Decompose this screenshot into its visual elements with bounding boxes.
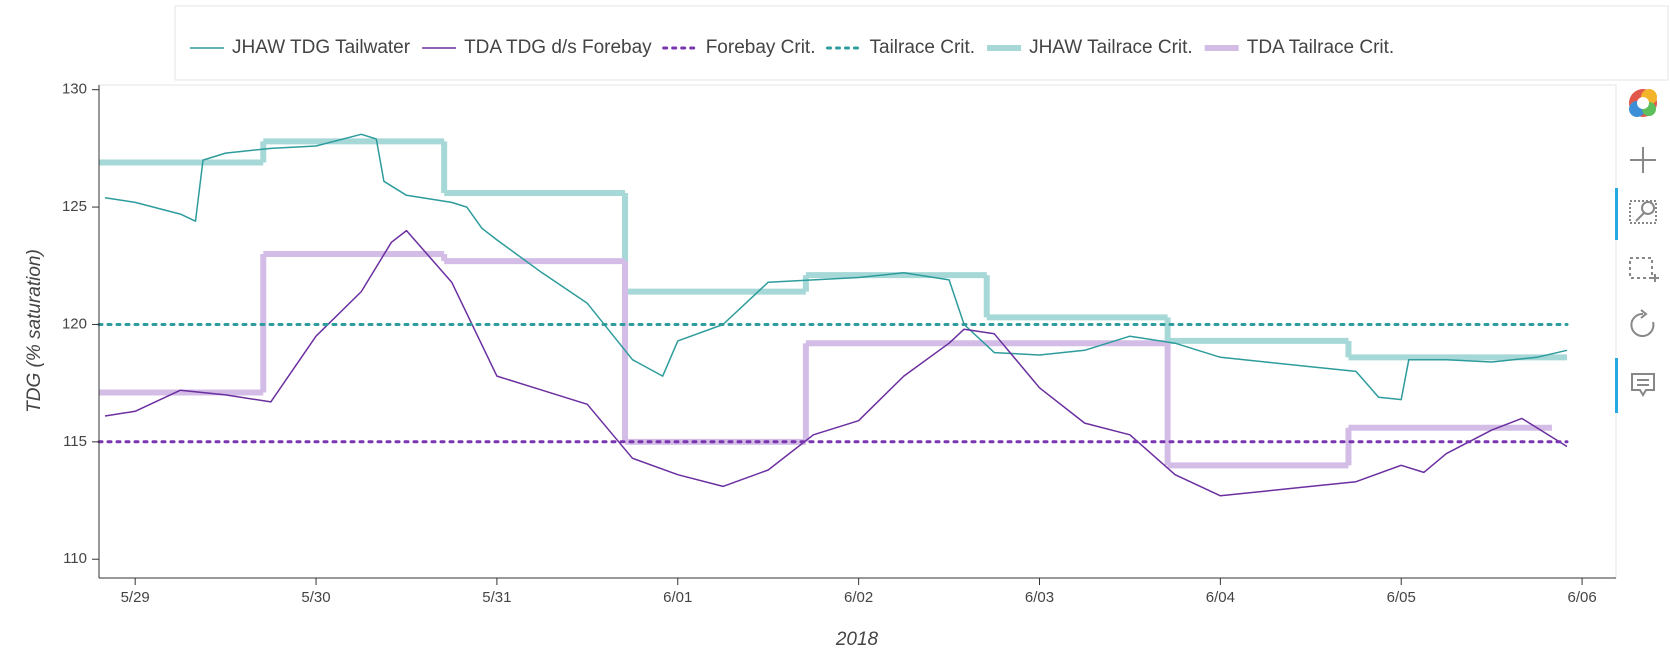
x-tick-label: 6/03 [1025, 589, 1054, 606]
y-tick-label: 115 [63, 433, 87, 450]
plot-frame [98, 84, 1617, 579]
box-zoom-tool[interactable] [1629, 200, 1657, 224]
box-select-tool[interactable] [1629, 257, 1659, 282]
reset-tool[interactable] [1630, 309, 1655, 337]
active-marker [1615, 358, 1618, 413]
pan-tool[interactable] [1630, 147, 1656, 173]
x-axis-label: 2018 [835, 629, 879, 650]
x-tick-label: 6/02 [844, 589, 873, 606]
x-tick-label: 6/05 [1387, 589, 1416, 606]
active-marker [1615, 188, 1618, 240]
legend-label: TDA TDG d/s Forebay [464, 37, 652, 58]
y-tick-label: 125 [62, 198, 87, 215]
legend-label: TDA Tailrace Crit. [1247, 37, 1394, 58]
legend-label: Tailrace Crit. [870, 37, 976, 58]
x-tick-label: 5/30 [301, 589, 330, 606]
x-tick-label: 6/04 [1206, 589, 1235, 606]
plot-area [97, 133, 1569, 497]
legend-label: JHAW Tailrace Crit. [1029, 37, 1193, 58]
legend: JHAW TDG Tailwater TDA TDG d/s Forebay For… [190, 37, 1394, 58]
hover-tool[interactable] [1631, 373, 1655, 397]
legend-label: Forebay Crit. [706, 37, 816, 58]
series-line [104, 133, 1568, 401]
series-line [104, 229, 1568, 497]
y-tick-label: 110 [63, 550, 87, 567]
x-tick-label: 5/29 [121, 589, 150, 606]
x-tick-label: 6/06 [1567, 589, 1596, 606]
bokeh-logo[interactable] [1629, 89, 1657, 117]
legend-label: JHAW TDG Tailwater [232, 37, 411, 58]
y-axis-label: TDG (% saturation) [24, 249, 45, 413]
y-tick-label: 120 [62, 315, 87, 332]
x-tick-label: 5/31 [482, 589, 511, 606]
legend-box [174, 5, 1669, 81]
toolbar [1615, 89, 1659, 413]
y-tick-label: 130 [62, 81, 87, 98]
x-tick-label: 6/01 [663, 589, 692, 606]
